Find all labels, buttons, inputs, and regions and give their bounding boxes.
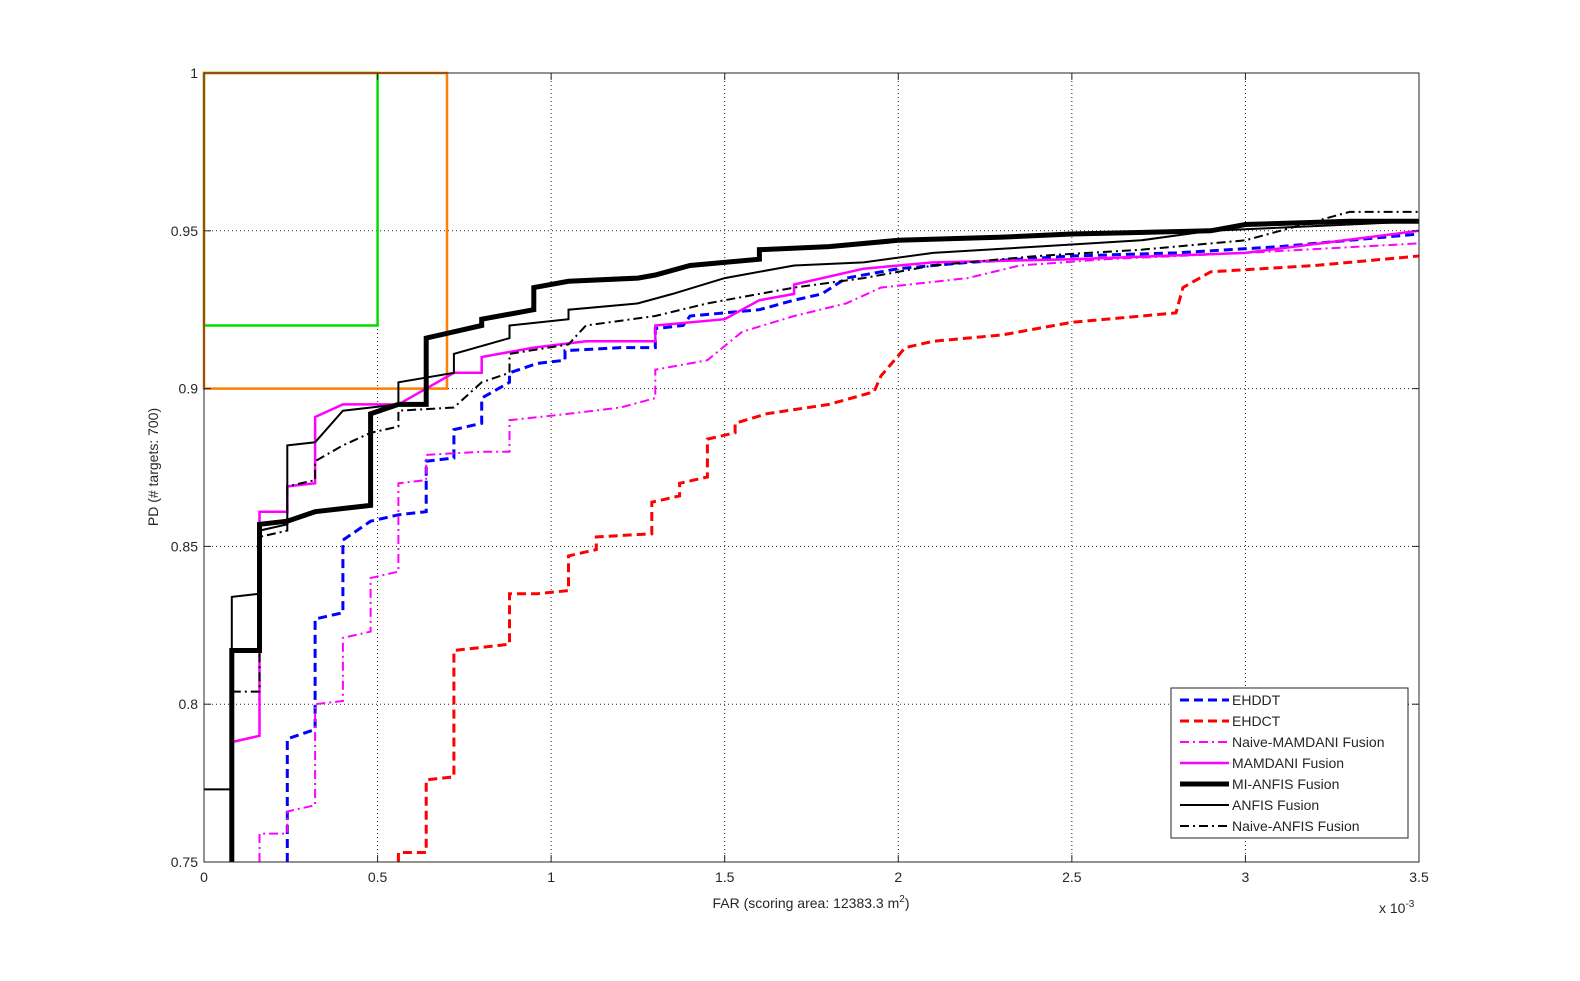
x-exponent-label: x 10-3: [1379, 899, 1415, 916]
x-tick-label: 3.5: [1409, 869, 1429, 885]
x-tick-label: 1: [547, 869, 555, 885]
series-line: [285, 232, 1419, 862]
x-tick-label: 0.5: [368, 869, 388, 885]
x-tick-label: 3: [1242, 869, 1250, 885]
series-line: [231, 210, 1419, 693]
series-line: [396, 254, 1419, 862]
legend-entry-label: MI-ANFIS Fusion: [1232, 776, 1339, 792]
series-line: [258, 242, 1419, 862]
y-tick-label: 0.75: [171, 854, 198, 870]
x-tick-label: 2.5: [1062, 869, 1082, 885]
legend-entry-label: EHDCT: [1232, 713, 1281, 729]
x-tick-label: 2: [894, 869, 902, 885]
y-tick-label: 0.9: [179, 381, 199, 397]
y-tick-label: 0.95: [171, 223, 198, 239]
y-tick-label: 0.85: [171, 538, 198, 554]
y-tick-label: 1: [190, 65, 198, 81]
legend-entry-label: Naive-ANFIS Fusion: [1232, 818, 1360, 834]
series-lines: [204, 210, 1419, 862]
y-tick-label: 0.8: [179, 696, 199, 712]
legend-entry-label: EHDDT: [1232, 692, 1281, 708]
legend-entry-label: MAMDANI Fusion: [1232, 755, 1344, 771]
series-line: [229, 218, 1419, 862]
legend-entry-label: ANFIS Fusion: [1232, 797, 1319, 813]
x-tick-label: 0: [200, 869, 208, 885]
axis-ticks: 0 0.5 1 1.5 2 2.5 3 3.5 0.75 0.8 0.85 0.9 0.95 1: [171, 65, 1429, 885]
legend: EHDDT EHDCT Naive-MAMDANI Fusion MAMDANI Fu…: [1170, 687, 1409, 839]
plot-frame: [203, 72, 1420, 863]
x-tick-label: 1.5: [715, 869, 735, 885]
legend-entry-label: Naive-MAMDANI Fusion: [1232, 734, 1384, 750]
series-line: [204, 220, 1419, 791]
y-axis-label: PD (# targets: 700): [145, 408, 161, 526]
series-line: [231, 229, 1419, 744]
x-axis-label: FAR (scoring area: 12383.3 m2): [713, 894, 910, 911]
